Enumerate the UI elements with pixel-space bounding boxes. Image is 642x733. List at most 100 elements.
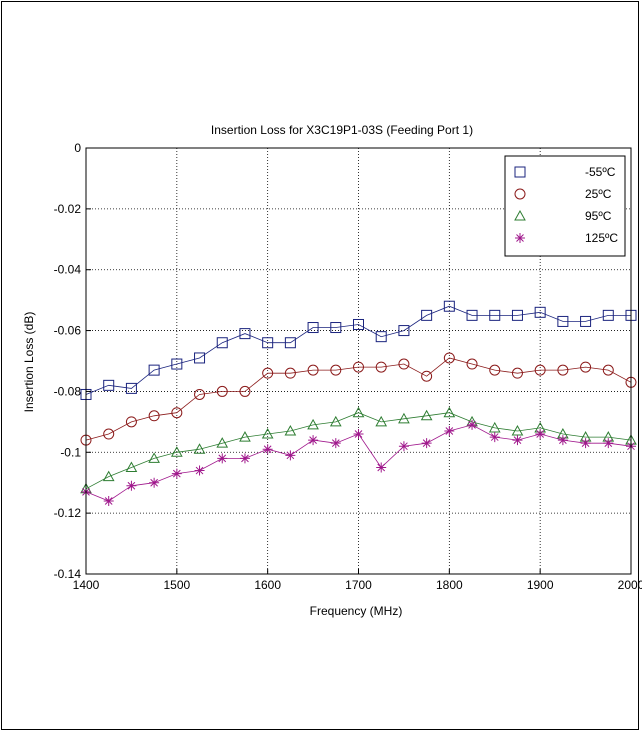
- data-point: [262, 337, 274, 349]
- data-point: [420, 409, 433, 421]
- data-point: [217, 453, 228, 464]
- data-point: [443, 352, 455, 364]
- data-point: [103, 495, 114, 506]
- data-point: [262, 444, 273, 455]
- data-point: [467, 419, 478, 430]
- data-point: [375, 331, 387, 343]
- legend-label: -55ºC: [585, 165, 616, 179]
- x-axis: 1400 1500 1600 1700 1800 1900 2000: [73, 569, 642, 592]
- data-point: [193, 443, 206, 454]
- data-point: [103, 379, 115, 391]
- data-point: [171, 407, 183, 419]
- data-point: [557, 435, 568, 446]
- x-tick-label: 1600: [254, 578, 281, 592]
- data-point: [421, 370, 433, 382]
- data-point: [125, 416, 137, 428]
- data-point: [239, 431, 251, 442]
- y-tick-label: -0.1: [60, 445, 81, 459]
- y-tick-label: -0.04: [54, 263, 82, 277]
- series-square: [80, 300, 637, 400]
- data-point: [102, 470, 115, 482]
- chart-title: Insertion Loss for X3C19P1-03S (Feeding …: [211, 123, 473, 137]
- series-triangle: [80, 406, 637, 494]
- data-point: [307, 418, 319, 430]
- y-tick-label: -0.14: [54, 567, 82, 581]
- series-circle: [80, 352, 637, 446]
- y-axis: 0 -0.02 -0.04 -0.06 -0.08 -0.1 -0.12 -0.14: [54, 141, 91, 581]
- data-point: [239, 385, 251, 397]
- series-line: [85, 305, 631, 395]
- data-point: [488, 421, 501, 433]
- data-point: [239, 328, 251, 340]
- data-point: [125, 382, 137, 394]
- data-point: [307, 322, 319, 334]
- y-tick-label: -0.12: [54, 506, 82, 520]
- legend-marker: [514, 188, 526, 200]
- series-line: [85, 357, 632, 441]
- data-point: [353, 361, 364, 373]
- y-tick-label: -0.08: [54, 384, 82, 398]
- data-point: [284, 367, 296, 379]
- data-point: [148, 410, 160, 422]
- y-tick-label: 0: [74, 141, 81, 155]
- data-point: [194, 388, 206, 400]
- data-point: [170, 446, 183, 457]
- data-point: [216, 385, 228, 397]
- data-point: [535, 429, 546, 440]
- data-point: [149, 477, 160, 488]
- data-point: [239, 453, 250, 464]
- x-tick-label: 1900: [527, 578, 554, 592]
- data-point: [398, 325, 410, 337]
- data-point: [466, 358, 478, 370]
- legend-label: 125ºC: [585, 231, 618, 245]
- data-point: [398, 358, 410, 370]
- data-point: [261, 427, 274, 439]
- data-point: [580, 315, 592, 327]
- data-point: [148, 452, 160, 463]
- x-tick-label: 1500: [163, 578, 190, 592]
- data-point: [511, 367, 523, 379]
- data-point: [284, 337, 296, 349]
- data-point: [534, 364, 546, 376]
- data-point: [330, 438, 341, 449]
- data-point: [602, 309, 614, 321]
- data-point: [353, 318, 364, 330]
- legend-marker: [514, 209, 526, 221]
- data-point: [352, 406, 365, 418]
- data-point: [216, 437, 229, 448]
- data-point: [284, 424, 297, 436]
- data-point: [602, 364, 614, 376]
- data-point: [398, 412, 410, 424]
- data-point: [511, 309, 523, 321]
- data-point: [307, 364, 319, 376]
- legend: -55ºC 25ºC 95ºC 125ºC: [504, 155, 626, 257]
- data-point: [421, 309, 433, 321]
- x-tick-label: 1800: [436, 578, 463, 592]
- legend-label: 95ºC: [585, 209, 612, 223]
- data-point: [603, 438, 614, 449]
- legend-marker: [515, 233, 525, 243]
- data-point: [489, 364, 501, 376]
- data-point: [512, 435, 523, 446]
- y-axis-label: Insertion Loss (dB): [22, 312, 36, 413]
- data-point: [443, 300, 455, 312]
- data-point: [330, 322, 342, 334]
- data-point: [580, 361, 592, 373]
- data-point: [580, 438, 591, 449]
- data-point: [557, 315, 569, 327]
- data-point: [466, 309, 478, 321]
- data-point: [148, 364, 160, 376]
- data-point: [194, 352, 206, 364]
- legend-label: 25ºC: [585, 187, 612, 201]
- data-point: [216, 337, 228, 349]
- data-point: [194, 465, 205, 476]
- data-point: [444, 425, 455, 436]
- x-tick-label: 1400: [73, 578, 100, 592]
- data-point: [103, 428, 115, 440]
- data-point: [330, 364, 342, 376]
- data-point: [375, 415, 388, 427]
- data-point: [443, 406, 456, 418]
- data-point: [398, 441, 409, 452]
